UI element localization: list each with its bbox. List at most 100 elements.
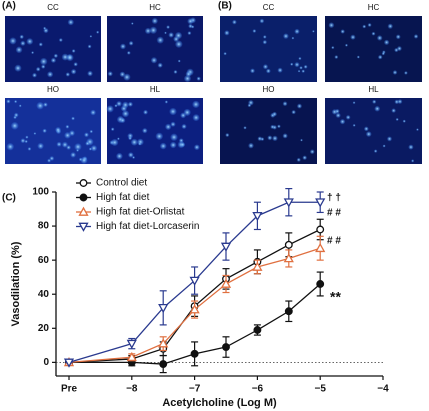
cell-nucleus — [194, 144, 200, 151]
cell-nucleus — [331, 46, 335, 50]
marker — [283, 253, 294, 263]
cell-nucleus — [64, 132, 71, 139]
cell-nucleus — [374, 105, 381, 112]
cell-nucleus — [277, 67, 283, 73]
cell-nucleus — [107, 71, 113, 77]
cell-nucleus — [387, 23, 393, 29]
series-line — [68, 247, 321, 364]
cell-nucleus — [24, 139, 28, 144]
x-tick-label: −5 — [314, 384, 326, 395]
image-label: HO — [263, 85, 275, 94]
cell-nucleus — [297, 69, 301, 73]
cell-nucleus — [14, 100, 18, 104]
cell-nucleus — [142, 128, 148, 134]
y-tick-label: 40 — [38, 289, 50, 300]
cell-nucleus — [335, 109, 340, 114]
cell-nucleus — [243, 126, 247, 130]
cell-nucleus — [225, 133, 230, 137]
marker — [220, 278, 232, 288]
cell-nucleus — [128, 41, 134, 46]
cell-nucleus — [345, 43, 348, 47]
cell-nucleus — [270, 124, 275, 129]
cell-nucleus — [259, 18, 265, 24]
cell-nucleus — [110, 127, 115, 131]
cell-nucleus — [408, 144, 414, 150]
cell-nucleus — [151, 17, 158, 25]
cell-nucleus — [175, 40, 183, 48]
cell-nucleus — [15, 46, 23, 54]
cell-nucleus — [143, 109, 148, 115]
micrograph — [5, 98, 101, 164]
cell-nucleus — [372, 99, 377, 104]
annotation: ** — [330, 289, 341, 305]
legend-label: High fat diet-Orlistat — [96, 207, 185, 218]
cell-nucleus — [181, 123, 187, 129]
cell-nucleus — [87, 70, 93, 77]
cell-nucleus — [223, 52, 227, 56]
marker — [284, 240, 293, 249]
cell-nucleus — [36, 102, 44, 110]
cell-nucleus — [252, 29, 257, 33]
cell-nucleus — [9, 37, 17, 45]
cell-nucleus — [298, 57, 302, 60]
panel-label: (C) — [2, 193, 16, 204]
x-tick-label: −6 — [252, 384, 264, 395]
cell-nucleus — [32, 72, 37, 78]
cell-nucleus — [111, 138, 119, 146]
cell-nucleus — [232, 19, 237, 25]
y-tick-label: 0 — [43, 357, 49, 368]
cell-nucleus — [272, 111, 277, 117]
cell-nucleus — [155, 132, 163, 140]
marker — [189, 276, 200, 286]
cell-nucleus — [191, 25, 195, 29]
cell-nucleus — [413, 34, 419, 39]
cell-nucleus — [6, 143, 14, 151]
panel-label: (B) — [218, 1, 232, 12]
cell-nucleus — [122, 101, 129, 109]
cell-nucleus — [131, 22, 134, 25]
cell-nucleus — [90, 109, 96, 116]
cell-nucleus — [96, 30, 100, 34]
cell-nucleus — [165, 123, 172, 130]
cell-nucleus — [290, 62, 294, 66]
cell-nucleus — [156, 36, 164, 44]
cell-nucleus — [391, 108, 396, 113]
cell-nucleus — [339, 119, 346, 125]
cell-nucleus — [132, 156, 135, 159]
cell-nucleus — [397, 99, 403, 104]
cell-nucleus — [192, 100, 200, 109]
cell-nucleus — [122, 110, 130, 118]
cell-nucleus — [138, 142, 142, 146]
image-label: HO — [47, 85, 59, 94]
cell-nucleus — [340, 29, 345, 34]
cell-nucleus — [296, 157, 301, 162]
cell-nucleus — [19, 34, 24, 39]
cell-nucleus — [382, 144, 386, 148]
cell-nucleus — [49, 156, 55, 161]
marker — [316, 280, 325, 288]
y-tick-label: 80 — [38, 221, 50, 232]
cell-nucleus — [277, 124, 281, 129]
cell-nucleus — [65, 124, 70, 129]
marker — [78, 206, 89, 216]
cell-nucleus — [395, 117, 399, 121]
cell-nucleus — [294, 62, 300, 68]
cell-nucleus — [123, 73, 131, 81]
marker — [159, 360, 168, 369]
image-label: HC — [149, 3, 161, 12]
cell-nucleus — [187, 18, 194, 25]
cell-nucleus — [387, 136, 392, 142]
marker — [283, 198, 294, 208]
cell-nucleus — [169, 107, 177, 116]
cell-nucleus — [411, 159, 415, 163]
cell-nucleus — [300, 138, 303, 142]
cell-nucleus — [36, 67, 41, 72]
cell-nucleus — [164, 100, 168, 104]
cell-nucleus — [33, 132, 37, 135]
cell-nucleus — [381, 52, 385, 56]
cell-nucleus — [377, 35, 383, 41]
marker — [126, 339, 137, 349]
cell-nucleus — [130, 138, 138, 146]
cell-nucleus — [27, 147, 32, 151]
